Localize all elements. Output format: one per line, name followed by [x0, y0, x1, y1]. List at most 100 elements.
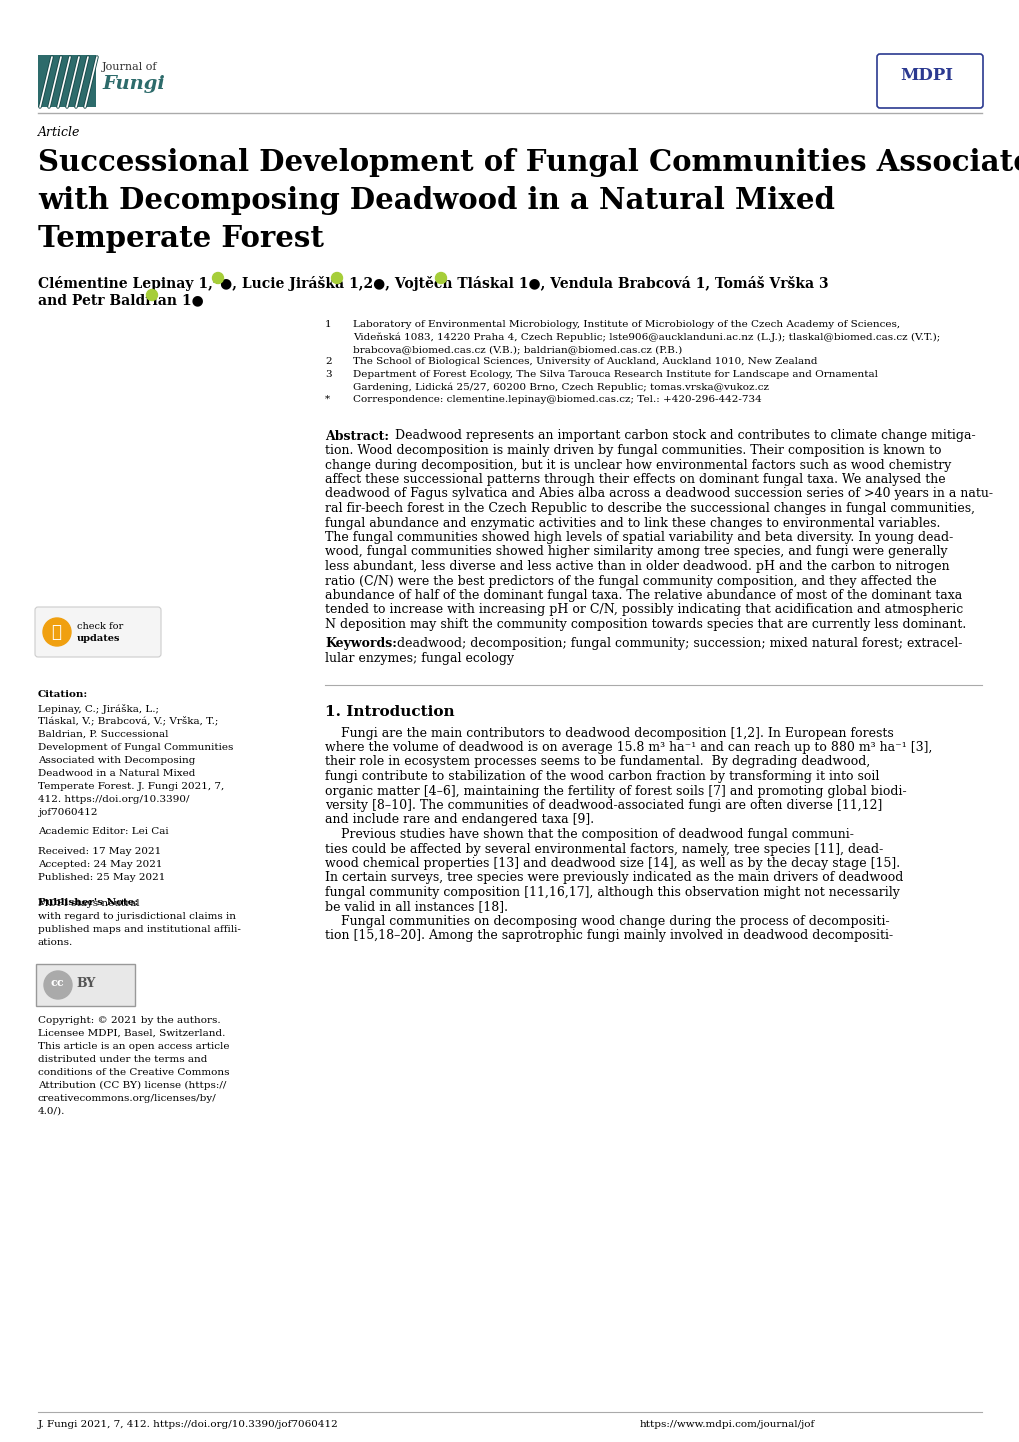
- Text: affect these successional patterns through their effects on dominant fungal taxa: affect these successional patterns throu…: [325, 473, 945, 486]
- Text: be valid in all instances [18].: be valid in all instances [18].: [325, 900, 507, 913]
- Circle shape: [43, 619, 71, 646]
- Text: change during decomposition, but it is unclear how environmental factors such as: change during decomposition, but it is u…: [325, 459, 951, 472]
- Text: Temperate Forest. J. Fungi 2021, 7,: Temperate Forest. J. Fungi 2021, 7,: [38, 782, 224, 792]
- Text: deadwood; decomposition; fungal community; succession; mixed natural forest; ext: deadwood; decomposition; fungal communit…: [396, 637, 962, 650]
- Text: MDPI: MDPI: [899, 66, 952, 84]
- Text: Videňská 1083, 14220 Praha 4, Czech Republic; lste906@aucklanduni.ac.nz (L.J.); : Videňská 1083, 14220 Praha 4, Czech Repu…: [353, 333, 940, 342]
- Text: iD: iD: [214, 274, 220, 278]
- Text: their role in ecosystem processes seems to be fundamental.  By degrading deadwoo: their role in ecosystem processes seems …: [325, 756, 869, 769]
- Text: distributed under the terms and: distributed under the terms and: [38, 1056, 207, 1064]
- Text: abundance of half of the dominant fungal taxa. The relative abundance of most of: abundance of half of the dominant fungal…: [325, 588, 961, 601]
- Text: wood, fungal communities showed higher similarity among tree species, and fungi : wood, fungal communities showed higher s…: [325, 545, 947, 558]
- Text: iD: iD: [437, 274, 443, 278]
- Text: and include rare and endangered taxa [9].: and include rare and endangered taxa [9]…: [325, 813, 593, 826]
- Text: Published: 25 May 2021: Published: 25 May 2021: [38, 872, 165, 883]
- Text: Deadwood in a Natural Mixed: Deadwood in a Natural Mixed: [38, 769, 196, 779]
- Text: Clémentine Lepinay 1,*●, Lucie Jiráška 1,2●, Vojtěch Tláskal 1●, Vendula Brabcov: Clémentine Lepinay 1,*●, Lucie Jiráška 1…: [38, 275, 827, 291]
- Circle shape: [435, 273, 446, 284]
- Text: Department of Forest Ecology, The Silva Tarouca Research Institute for Landscape: Department of Forest Ecology, The Silva …: [353, 371, 877, 379]
- Text: The School of Biological Sciences, University of Auckland, Auckland 1010, New Ze: The School of Biological Sciences, Unive…: [353, 358, 816, 366]
- Text: ratio (C/N) were the best predictors of the fungal community composition, and th: ratio (C/N) were the best predictors of …: [325, 574, 935, 587]
- Text: Fungi are the main contributors to deadwood decomposition [1,2]. In European for: Fungi are the main contributors to deadw…: [325, 727, 893, 740]
- Text: 3: 3: [325, 371, 331, 379]
- Text: updates: updates: [76, 634, 120, 643]
- Text: Associated with Decomposing: Associated with Decomposing: [38, 756, 196, 766]
- Text: published maps and institutional affili-: published maps and institutional affili-: [38, 924, 240, 934]
- Text: iD: iD: [333, 274, 339, 278]
- Text: The fungal communities showed high levels of spatial variability and beta divers: The fungal communities showed high level…: [325, 531, 953, 544]
- Text: Previous studies have shown that the composition of deadwood fungal communi-: Previous studies have shown that the com…: [325, 828, 853, 841]
- Text: Tláskal, V.; Brabcová, V.; Vrška, T.;: Tláskal, V.; Brabcová, V.; Vrška, T.;: [38, 717, 218, 727]
- Text: ations.: ations.: [38, 937, 73, 947]
- Text: 1: 1: [325, 320, 331, 329]
- Text: conditions of the Creative Commons: conditions of the Creative Commons: [38, 1069, 229, 1077]
- Text: lular enzymes; fungal ecology: lular enzymes; fungal ecology: [325, 652, 514, 665]
- Circle shape: [44, 970, 72, 999]
- Text: creativecommons.org/licenses/by/: creativecommons.org/licenses/by/: [38, 1094, 217, 1103]
- Text: 1. Introduction: 1. Introduction: [325, 705, 454, 718]
- Text: Citation:: Citation:: [38, 691, 89, 699]
- Text: Lepinay, C.; Jiráška, L.;: Lepinay, C.; Jiráška, L.;: [38, 704, 159, 714]
- Text: Development of Fungal Communities: Development of Fungal Communities: [38, 743, 233, 751]
- Text: *: *: [325, 395, 330, 404]
- Text: less abundant, less diverse and less active than in older deadwood. pH and the c: less abundant, less diverse and less act…: [325, 559, 949, 572]
- Text: Copyright: © 2021 by the authors.: Copyright: © 2021 by the authors.: [38, 1017, 220, 1025]
- Circle shape: [147, 290, 157, 300]
- Text: ✓: ✓: [51, 624, 61, 642]
- FancyBboxPatch shape: [876, 53, 982, 108]
- Text: Keywords:: Keywords:: [325, 637, 396, 650]
- Text: Accepted: 24 May 2021: Accepted: 24 May 2021: [38, 859, 162, 870]
- Text: Academic Editor: Lei Cai: Academic Editor: Lei Cai: [38, 828, 168, 836]
- Text: ties could be affected by several environmental factors, namely, tree species [1: ties could be affected by several enviro…: [325, 842, 882, 855]
- Text: This article is an open access article: This article is an open access article: [38, 1043, 229, 1051]
- Text: deadwood of Fagus sylvatica and Abies alba across a deadwood succession series o: deadwood of Fagus sylvatica and Abies al…: [325, 487, 993, 500]
- FancyBboxPatch shape: [38, 55, 96, 107]
- Text: and Petr Baldrian 1●: and Petr Baldrian 1●: [38, 293, 204, 307]
- Circle shape: [212, 273, 223, 284]
- Text: Fungal communities on decomposing wood change during the process of decompositi-: Fungal communities on decomposing wood c…: [325, 916, 889, 929]
- Text: MDPI stays neutral: MDPI stays neutral: [38, 898, 140, 908]
- Text: Gardening, Lidická 25/27, 60200 Brno, Czech Republic; tomas.vrska@vukoz.cz: Gardening, Lidická 25/27, 60200 Brno, Cz…: [353, 382, 768, 392]
- Text: Temperate Forest: Temperate Forest: [38, 224, 324, 252]
- Text: J. Fungi 2021, 7, 412. https://doi.org/10.3390/jof7060412: J. Fungi 2021, 7, 412. https://doi.org/1…: [38, 1420, 338, 1429]
- Text: versity [8–10]. The communities of deadwood-associated fungi are often diverse [: versity [8–10]. The communities of deadw…: [325, 799, 881, 812]
- Text: Publisher's Note:: Publisher's Note:: [38, 898, 139, 907]
- Text: https://www.mdpi.com/journal/jof: https://www.mdpi.com/journal/jof: [639, 1420, 814, 1429]
- FancyBboxPatch shape: [35, 607, 161, 658]
- Text: wood chemical properties [13] and deadwood size [14], as well as by the decay st: wood chemical properties [13] and deadwo…: [325, 857, 899, 870]
- Text: organic matter [4–6], maintaining the fertility of forest soils [7] and promotin: organic matter [4–6], maintaining the fe…: [325, 784, 906, 797]
- Text: ral fir-beech forest in the Czech Republic to describe the successional changes : ral fir-beech forest in the Czech Republ…: [325, 502, 974, 515]
- Text: BY: BY: [76, 978, 96, 991]
- Text: Attribution (CC BY) license (https://: Attribution (CC BY) license (https://: [38, 1082, 226, 1090]
- Text: brabcova@biomed.cas.cz (V.B.); baldrian@biomed.cas.cz (P.B.): brabcova@biomed.cas.cz (V.B.); baldrian@…: [353, 345, 682, 353]
- Text: Article: Article: [38, 125, 81, 138]
- Text: jof7060412: jof7060412: [38, 808, 98, 818]
- Text: fungi contribute to stabilization of the wood carbon fraction by transforming it: fungi contribute to stabilization of the…: [325, 770, 878, 783]
- Text: fungal community composition [11,16,17], although this observation might not nec: fungal community composition [11,16,17],…: [325, 885, 899, 898]
- FancyBboxPatch shape: [36, 965, 135, 1007]
- Text: tion [15,18–20]. Among the saprotrophic fungi mainly involved in deadwood decomp: tion [15,18–20]. Among the saprotrophic …: [325, 930, 893, 943]
- Text: Fungi: Fungi: [102, 75, 165, 92]
- Text: where the volume of deadwood is on average 15.8 m³ ha⁻¹ and can reach up to 880 : where the volume of deadwood is on avera…: [325, 741, 931, 754]
- Text: Licensee MDPI, Basel, Switzerland.: Licensee MDPI, Basel, Switzerland.: [38, 1030, 225, 1038]
- Text: Correspondence: clementine.lepinay@biomed.cas.cz; Tel.: +420-296-442-734: Correspondence: clementine.lepinay@biome…: [353, 395, 761, 404]
- Text: check for: check for: [76, 622, 123, 632]
- Text: iD: iD: [149, 291, 155, 296]
- Text: Laboratory of Environmental Microbiology, Institute of Microbiology of the Czech: Laboratory of Environmental Microbiology…: [353, 320, 899, 329]
- Text: 4.0/).: 4.0/).: [38, 1107, 65, 1116]
- Text: Received: 17 May 2021: Received: 17 May 2021: [38, 846, 161, 857]
- Text: with regard to jurisdictional claims in: with regard to jurisdictional claims in: [38, 911, 235, 921]
- Text: N deposition may shift the community composition towards species that are curren: N deposition may shift the community com…: [325, 619, 965, 632]
- Text: tended to increase with increasing pH or C/N, possibly indicating that acidifica: tended to increase with increasing pH or…: [325, 604, 962, 617]
- Text: Baldrian, P. Successional: Baldrian, P. Successional: [38, 730, 168, 738]
- Text: tion. Wood decomposition is mainly driven by fungal communities. Their compositi: tion. Wood decomposition is mainly drive…: [325, 444, 941, 457]
- Text: Abstract:: Abstract:: [325, 430, 388, 443]
- Text: 412. https://doi.org/10.3390/: 412. https://doi.org/10.3390/: [38, 795, 190, 805]
- Text: Successional Development of Fungal Communities Associated: Successional Development of Fungal Commu…: [38, 149, 1019, 177]
- Circle shape: [331, 273, 342, 284]
- Text: fungal abundance and enzymatic activities and to link these changes to environme: fungal abundance and enzymatic activitie…: [325, 516, 940, 529]
- Text: In certain surveys, tree species were previously indicated as the main drivers o: In certain surveys, tree species were pr…: [325, 871, 903, 884]
- Text: Journal of: Journal of: [102, 62, 157, 72]
- Text: with Decomposing Deadwood in a Natural Mixed: with Decomposing Deadwood in a Natural M…: [38, 186, 835, 215]
- Text: 2: 2: [325, 358, 331, 366]
